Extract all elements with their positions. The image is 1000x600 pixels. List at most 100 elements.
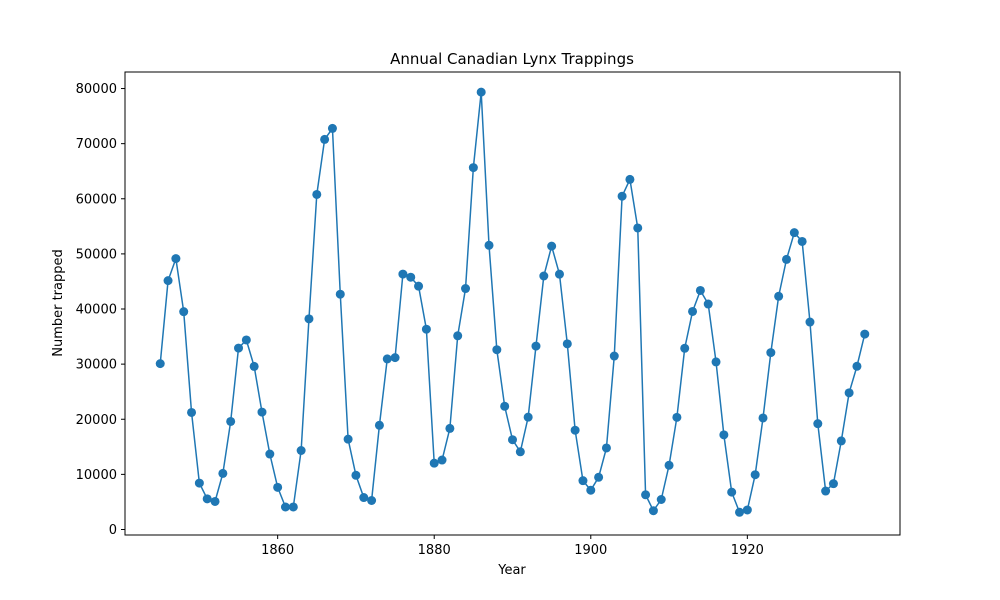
data-point	[476, 87, 486, 97]
x-tick-label: 1880	[418, 543, 451, 558]
data-point	[774, 291, 784, 301]
data-point	[327, 123, 337, 133]
data-point	[382, 354, 392, 364]
data-point	[234, 343, 244, 353]
data-point	[695, 285, 705, 295]
y-tick-label: 30000	[76, 358, 117, 373]
data-point	[406, 272, 416, 282]
data-point	[617, 191, 627, 201]
data-point	[390, 353, 400, 363]
data-point	[445, 423, 455, 433]
y-tick-label: 60000	[76, 192, 117, 207]
y-tick-label: 0	[109, 523, 117, 538]
data-point	[320, 134, 330, 144]
data-point	[578, 476, 588, 486]
data-point	[860, 329, 870, 339]
data-point	[828, 479, 838, 489]
data-point	[437, 455, 447, 465]
data-point	[179, 307, 189, 317]
data-point	[586, 485, 596, 495]
data-point	[210, 496, 220, 506]
y-tick-label: 70000	[76, 137, 117, 152]
data-point	[155, 359, 165, 369]
data-point	[414, 281, 424, 291]
data-point	[500, 401, 510, 411]
y-tick-label: 50000	[76, 247, 117, 262]
data-point	[688, 306, 698, 316]
x-tick-label: 1860	[261, 543, 294, 558]
data-point	[594, 472, 604, 482]
x-tick-label: 1920	[731, 543, 764, 558]
data-point	[547, 241, 557, 251]
data-point	[719, 430, 729, 440]
data-point	[280, 502, 290, 512]
data-point	[515, 447, 525, 457]
data-point	[296, 446, 306, 455]
x-axis: 1860 1880 1900 1920	[261, 535, 764, 558]
data-point	[680, 343, 690, 353]
data-point	[288, 502, 298, 512]
data-point	[492, 345, 502, 355]
data-point	[335, 289, 345, 299]
data-point	[421, 324, 431, 334]
data-point	[601, 443, 611, 453]
y-axis: 0 10000 20000 30000 40000 50000 60000 70000 8000…	[76, 82, 125, 538]
data-point	[711, 357, 721, 367]
data-point	[312, 189, 322, 199]
data-point	[750, 470, 760, 480]
data-point	[359, 493, 369, 503]
data-point	[241, 335, 251, 345]
x-tick-label: 1900	[574, 543, 607, 558]
data-point	[226, 416, 236, 426]
y-axis-label: Number trapped	[51, 249, 66, 357]
data-point	[742, 505, 752, 515]
data-point	[735, 507, 745, 517]
data-point	[758, 413, 768, 423]
data-point	[641, 490, 651, 500]
data-point	[609, 351, 619, 361]
data-point	[249, 361, 259, 371]
data-point	[367, 496, 377, 505]
data-point	[813, 419, 823, 429]
data-point	[273, 482, 283, 492]
data-point	[461, 284, 471, 294]
data-point	[218, 468, 228, 478]
data-point	[797, 236, 807, 246]
y-tick-label: 80000	[76, 82, 117, 97]
data-point	[781, 254, 791, 264]
data-point	[570, 425, 580, 435]
data-point	[508, 435, 517, 445]
data-point	[836, 436, 846, 446]
data-point	[194, 478, 204, 488]
data-point	[648, 506, 658, 516]
y-tick-label: 20000	[76, 413, 117, 428]
data-point	[672, 412, 682, 422]
data-point	[844, 388, 854, 398]
plot-area	[155, 87, 870, 517]
data-point	[531, 341, 541, 351]
data-point	[257, 407, 267, 417]
data-point	[539, 271, 549, 281]
data-point	[766, 348, 776, 358]
data-point	[202, 494, 212, 504]
x-axis-label: Year	[497, 563, 526, 578]
data-point	[453, 331, 463, 341]
data-point	[351, 470, 361, 480]
data-point	[163, 276, 173, 286]
data-point	[852, 361, 862, 371]
data-point	[789, 228, 799, 238]
data-point	[171, 254, 181, 264]
y-tick-label: 10000	[76, 468, 117, 483]
data-point	[821, 486, 831, 496]
data-point	[554, 269, 564, 279]
data-point	[656, 495, 666, 504]
y-tick-label: 40000	[76, 303, 117, 318]
data-point	[343, 434, 353, 444]
data-point	[265, 449, 275, 459]
data-point	[374, 420, 384, 430]
data-point	[727, 487, 737, 497]
plot-frame	[124, 71, 901, 536]
data-point	[805, 317, 815, 327]
data-point	[633, 223, 643, 233]
